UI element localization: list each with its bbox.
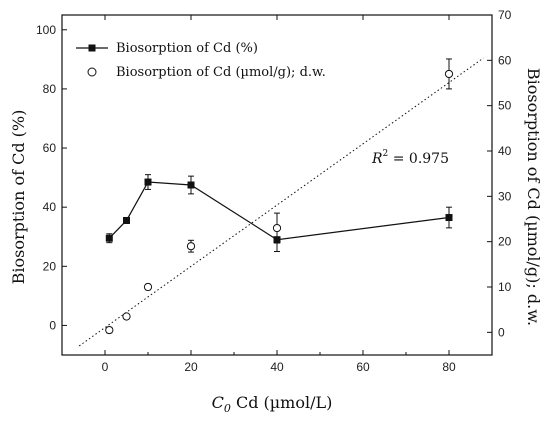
x-tick-label: 40 bbox=[270, 360, 284, 374]
data-point-umol bbox=[122, 312, 131, 321]
y-left-tick-label: 100 bbox=[36, 23, 56, 37]
legend-label-umol: Biosorption of Cd (µmol/g); d.w. bbox=[116, 65, 326, 80]
trendline bbox=[78, 57, 484, 347]
data-point-umol bbox=[143, 282, 153, 292]
legend-marker-umol bbox=[87, 67, 97, 77]
y-axis-left-title: Biosorption of Cd (%) bbox=[9, 110, 28, 285]
y-left-tick-label: 20 bbox=[43, 259, 57, 273]
data-point-percent bbox=[144, 178, 152, 186]
data-point-umol bbox=[272, 223, 282, 233]
legend-label-percent: Biosorption of Cd (%) bbox=[116, 41, 258, 56]
data-point-percent bbox=[187, 181, 195, 189]
y-right-tick-label: 20 bbox=[498, 235, 512, 249]
y-left-tick-label: 0 bbox=[49, 318, 56, 332]
y-right-tick-label: 70 bbox=[498, 8, 512, 22]
y-left-tick-label: 60 bbox=[43, 141, 57, 155]
x-tick-label: 80 bbox=[442, 360, 456, 374]
y-right-tick-label: 60 bbox=[498, 53, 512, 67]
y-right-tick-label: 40 bbox=[498, 144, 512, 158]
data-point-percent bbox=[105, 234, 113, 242]
x-tick-label: 20 bbox=[184, 360, 198, 374]
data-point-percent bbox=[445, 214, 453, 222]
data-point-umol bbox=[105, 325, 114, 335]
y-right-tick-label: 30 bbox=[498, 189, 512, 203]
y-right-tick-label: 0 bbox=[498, 325, 505, 339]
y-right-tick-label: 50 bbox=[498, 99, 512, 113]
y-axis-right-title: Biosorption of Cd (µmol/g); d.w. bbox=[524, 68, 543, 326]
data-point-umol bbox=[186, 242, 196, 251]
x-axis-title: C0 Cd (µmol/L) bbox=[212, 393, 333, 415]
y-left-tick-label: 40 bbox=[43, 200, 57, 214]
r-squared-annotation: R2 = 0.975 bbox=[371, 149, 449, 167]
y-left-tick-label: 80 bbox=[43, 82, 57, 96]
x-tick-label: 60 bbox=[356, 360, 370, 374]
legend-marker-percent bbox=[88, 44, 96, 52]
data-point-percent bbox=[123, 216, 130, 224]
data-point-umol bbox=[444, 69, 454, 79]
x-tick-label: 0 bbox=[102, 360, 109, 374]
y-right-tick-label: 10 bbox=[498, 280, 512, 294]
